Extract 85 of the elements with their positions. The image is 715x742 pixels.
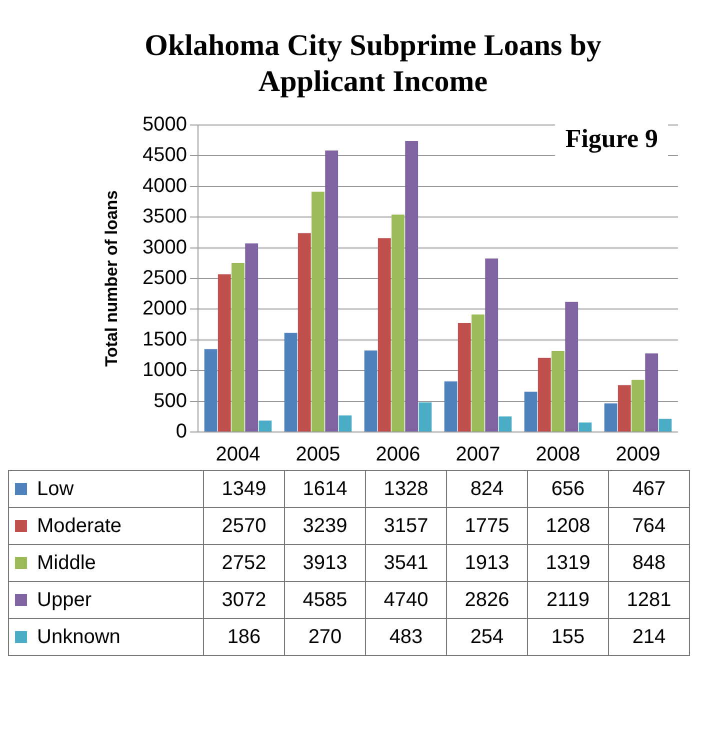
data-label: 1913: [446, 544, 528, 582]
x-tick-label: 2008: [536, 444, 580, 466]
bar: [245, 243, 258, 432]
legend-label: Upper: [8, 582, 204, 618]
data-label: 4585: [284, 582, 366, 618]
data-label: 1349: [204, 470, 284, 508]
data-label: 1775: [446, 508, 528, 544]
data-label: 467: [608, 470, 690, 508]
y-tick-label: 3500: [142, 206, 187, 228]
data-label: 155: [528, 618, 608, 656]
data-label: 4740: [366, 582, 446, 618]
bar: [418, 402, 432, 432]
bar: [618, 385, 631, 432]
data-label: 3157: [366, 508, 446, 544]
bar: [284, 332, 298, 432]
bar: [458, 323, 471, 432]
data-label: 3913: [284, 544, 366, 582]
y-tick-label: 3000: [142, 236, 187, 258]
data-label: 3541: [366, 544, 446, 582]
bar: [364, 350, 378, 432]
bar: [538, 358, 551, 432]
y-tick-label: 5000: [142, 114, 187, 136]
x-tick-label: 2006: [376, 444, 420, 466]
bar: [392, 214, 404, 432]
data-label: 270: [284, 618, 366, 656]
data-label: 214: [608, 618, 690, 656]
bar: [325, 150, 338, 432]
bar: [565, 302, 578, 432]
y-tick-label: 2500: [142, 267, 187, 290]
bar: [312, 192, 324, 432]
bar: [578, 422, 592, 432]
bar: [444, 381, 458, 432]
bar: [552, 351, 564, 432]
x-tick-label: 2007: [456, 444, 500, 466]
bar: [658, 418, 672, 432]
bar: [378, 238, 391, 432]
bar: [298, 233, 311, 432]
annotation: Figure 9: [555, 120, 668, 158]
bar: [632, 380, 644, 432]
data-label: 656: [528, 470, 608, 508]
data-label: 824: [446, 470, 528, 508]
bar: [472, 314, 484, 432]
bar: [498, 416, 512, 432]
bar: [604, 403, 618, 432]
chart-title: Oklahoma City Subprime Loans by Applicant Income: [144, 28, 602, 100]
y-tick-label: 500: [154, 390, 187, 412]
legend-label: Moderate: [8, 508, 204, 544]
bar: [485, 258, 498, 432]
data-label: 2119: [528, 582, 608, 618]
y-axis-title: Total number of loans: [102, 190, 121, 367]
data-label: 2752: [204, 544, 284, 582]
data-label: 1281: [608, 582, 690, 618]
y-tick-label: 1500: [142, 328, 187, 350]
data-label: 3239: [284, 508, 366, 544]
bar: [258, 420, 272, 432]
data-label: 1319: [528, 544, 608, 582]
data-label: 764: [608, 508, 690, 544]
bar: [405, 140, 418, 432]
data-label: 2570: [204, 508, 284, 544]
y-tick-label: 4000: [142, 174, 187, 197]
y-tick-label: 1000: [142, 359, 187, 382]
x-tick-label: 2005: [296, 444, 340, 466]
legend-label: Low: [8, 470, 204, 508]
bar: [204, 349, 218, 432]
data-label: 2826: [446, 582, 528, 618]
x-tick-label: 2004: [216, 444, 260, 466]
bar: [524, 392, 538, 432]
y-tick-label: 2000: [142, 298, 187, 320]
bar: [218, 274, 231, 432]
bar: [232, 263, 244, 432]
data-label: 848: [608, 544, 690, 582]
data-label: 3072: [204, 582, 284, 618]
legend-label: Unknown: [8, 618, 204, 656]
data-label: 254: [446, 618, 528, 656]
legend-label: Middle: [8, 544, 204, 582]
data-label: 186: [204, 618, 284, 656]
data-label: 483: [366, 618, 446, 656]
data-label: 1614: [284, 470, 366, 508]
y-tick-label: 0: [176, 420, 187, 443]
y-tick-label: 4500: [142, 144, 187, 166]
bar: [645, 353, 658, 432]
x-tick-label: 2009: [616, 444, 660, 466]
bar: [338, 415, 352, 432]
data-label: 1328: [366, 470, 446, 508]
data-label: 1208: [528, 508, 608, 544]
